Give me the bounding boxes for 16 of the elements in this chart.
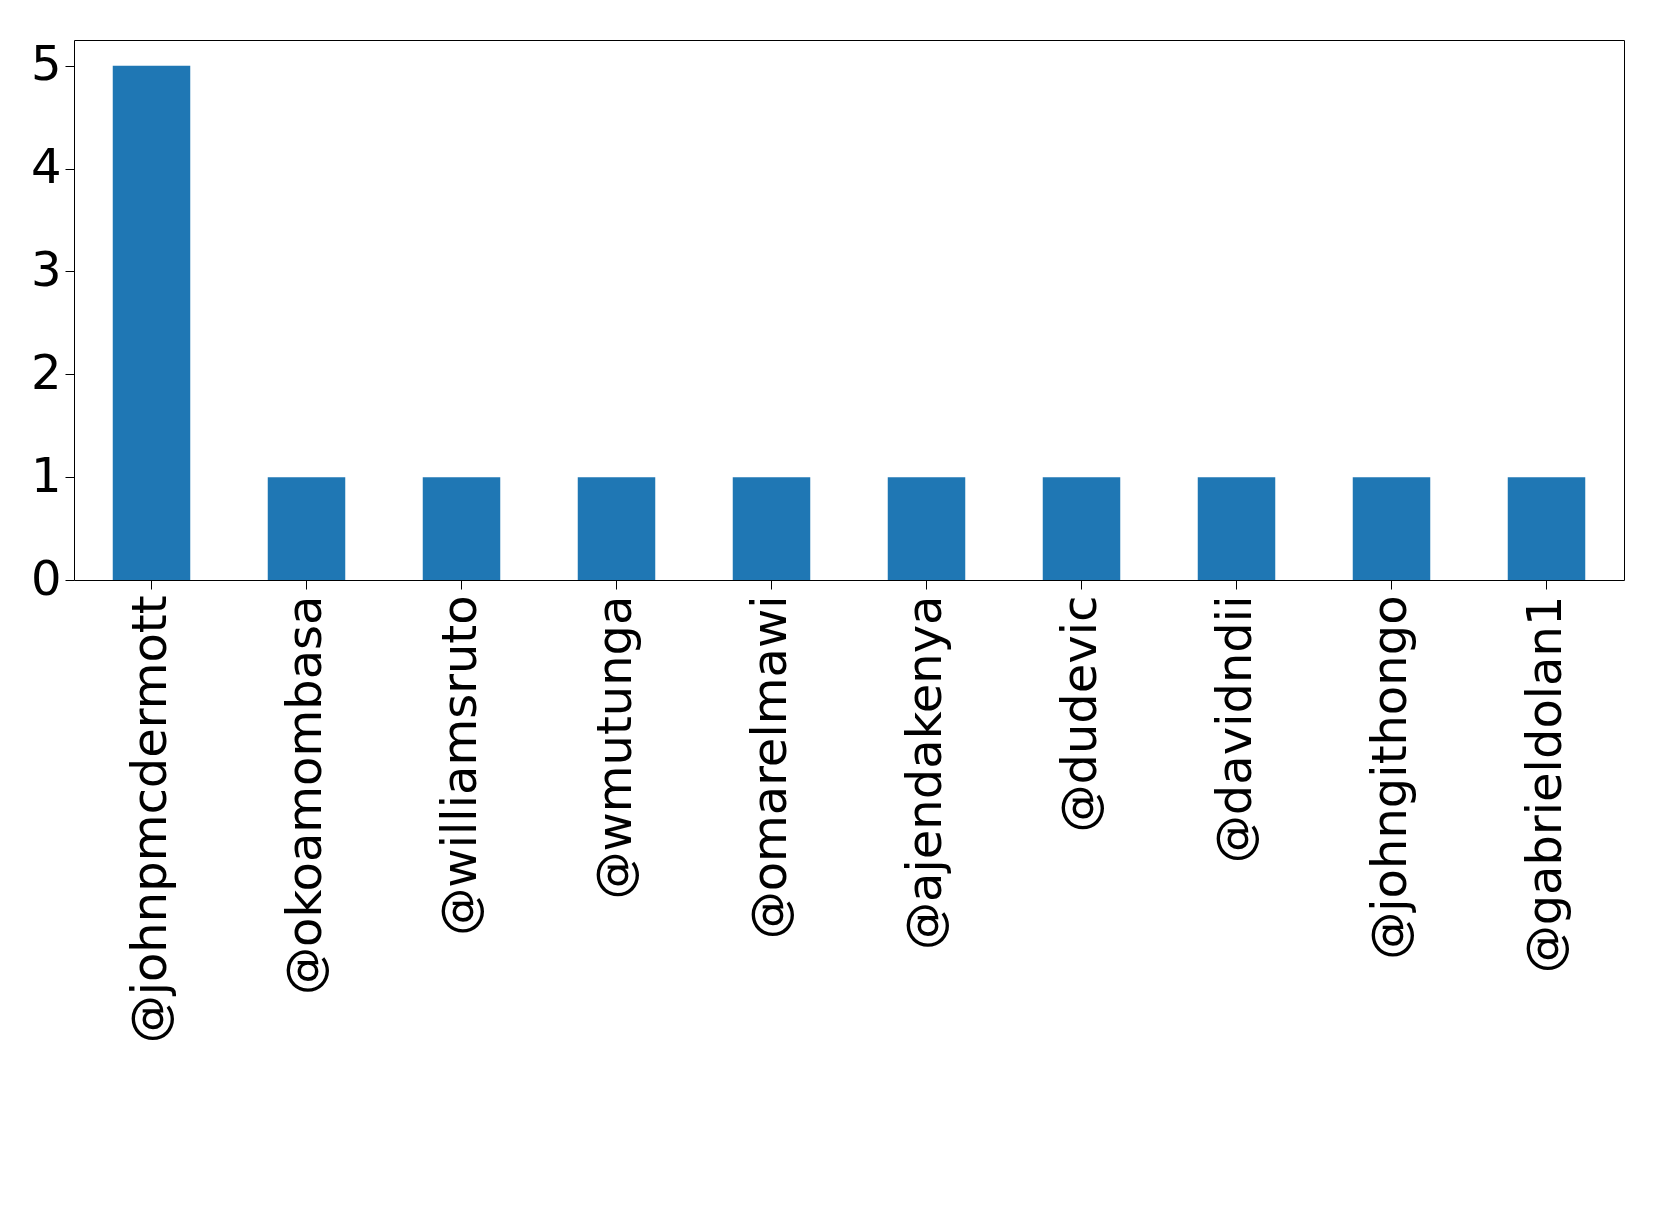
x-tick-label: @okoamombasa xyxy=(275,595,332,995)
x-tick-label: @davidndii xyxy=(1205,595,1262,864)
x-tick-label: @wmutunga xyxy=(585,595,642,900)
y-tick-label: 3 xyxy=(30,240,62,297)
x-tick-label: @omarelmawi xyxy=(740,595,797,940)
y-tick-label: 4 xyxy=(30,138,62,195)
x-tick-label: @williamsruto xyxy=(430,595,487,936)
x-tick-label: @johnpmcdermott xyxy=(120,595,177,1044)
y-tick-label: 1 xyxy=(30,446,62,503)
y-tick-label: 2 xyxy=(30,343,62,400)
x-tick-label: @ajendakenya xyxy=(895,595,952,950)
x-tick-label: @gabrieldolan1 xyxy=(1515,595,1572,974)
y-tick-label: 5 xyxy=(30,35,62,92)
x-tick-label: @dudevic xyxy=(1050,595,1107,833)
y-tick-label: 0 xyxy=(30,549,62,606)
x-tick-label: @johngithongo xyxy=(1360,595,1417,960)
